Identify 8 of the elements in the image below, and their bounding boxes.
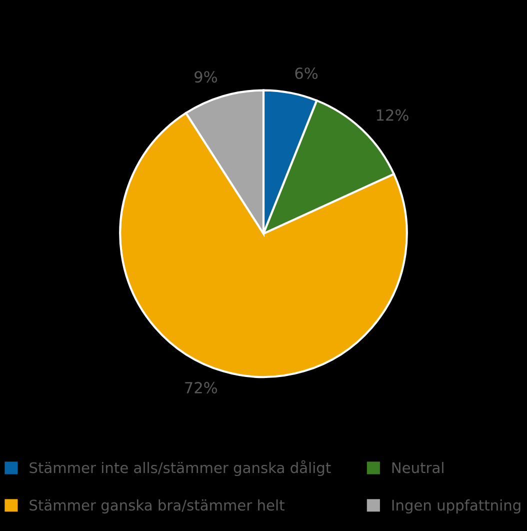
data-label: 9% — [194, 71, 218, 83]
data-label: 6% — [295, 67, 318, 80]
data-label: 72% — [185, 382, 218, 394]
legend-label: Stämmer ganska bra/stämmer helt — [30, 499, 284, 514]
legend-label: Neutral — [392, 462, 444, 474]
legend-label: Stämmer inte alls/stämmer ganska dåligt — [30, 460, 331, 476]
legend-label: Ingen uppfattning — [392, 499, 520, 514]
data-label: 12% — [376, 109, 408, 121]
